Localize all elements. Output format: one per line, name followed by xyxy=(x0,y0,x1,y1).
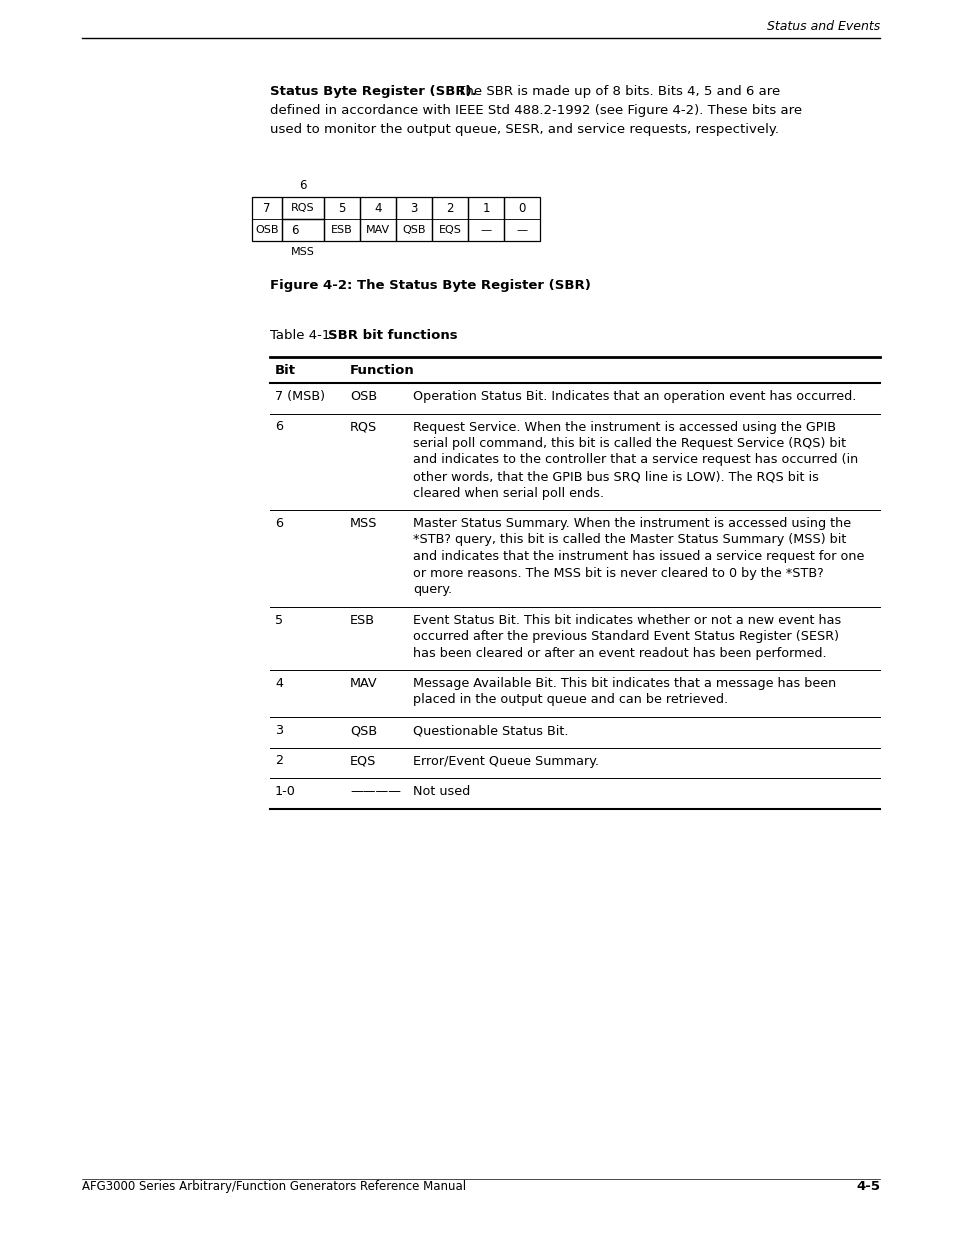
Text: Master Status Summary. When the instrument is accessed using the: Master Status Summary. When the instrume… xyxy=(413,517,850,530)
Text: Figure 4-2: The Status Byte Register (SBR): Figure 4-2: The Status Byte Register (SB… xyxy=(270,279,590,291)
Text: 2: 2 xyxy=(446,201,454,215)
Text: 0: 0 xyxy=(517,201,525,215)
Text: Bit: Bit xyxy=(274,363,295,377)
Text: EQS: EQS xyxy=(438,225,461,235)
Bar xyxy=(324,198,359,241)
Text: Message Available Bit. This bit indicates that a message has been: Message Available Bit. This bit indicate… xyxy=(413,677,836,690)
Text: 3: 3 xyxy=(274,724,283,737)
Text: Table 4-1:: Table 4-1: xyxy=(270,329,338,342)
Text: 7 (MSB): 7 (MSB) xyxy=(274,390,325,403)
Text: occurred after the previous Standard Event Status Register (SESR): occurred after the previous Standard Eve… xyxy=(413,630,838,643)
Text: Status and Events: Status and Events xyxy=(766,20,879,33)
Text: Not used: Not used xyxy=(413,785,470,798)
Text: Request Service. When the instrument is accessed using the GPIB: Request Service. When the instrument is … xyxy=(413,420,835,433)
Text: 4-5: 4-5 xyxy=(855,1179,879,1193)
Text: 4: 4 xyxy=(374,201,381,215)
Text: 5: 5 xyxy=(274,614,283,626)
Text: other words, that the GPIB bus SRQ line is LOW). The RQS bit is: other words, that the GPIB bus SRQ line … xyxy=(413,471,818,483)
Text: EQS: EQS xyxy=(350,755,376,767)
Text: RQS: RQS xyxy=(350,420,376,433)
Text: 2: 2 xyxy=(274,755,283,767)
Text: Event Status Bit. This bit indicates whether or not a new event has: Event Status Bit. This bit indicates whe… xyxy=(413,614,841,626)
Text: defined in accordance with IEEE Std 488.2-1992 (see Figure 4-2). These bits are: defined in accordance with IEEE Std 488.… xyxy=(270,104,801,117)
Text: 1-0: 1-0 xyxy=(274,785,295,798)
Text: ESB: ESB xyxy=(350,614,375,626)
Text: —: — xyxy=(516,225,527,235)
Text: placed in the output queue and can be retrieved.: placed in the output queue and can be re… xyxy=(413,694,727,706)
Text: serial poll command, this bit is called the Request Service (RQS) bit: serial poll command, this bit is called … xyxy=(413,437,845,450)
Text: Status Byte Register (SBR).: Status Byte Register (SBR). xyxy=(270,85,476,98)
Text: MAV: MAV xyxy=(366,225,390,235)
Text: SBR bit functions: SBR bit functions xyxy=(328,329,457,342)
Text: Error/Event Queue Summary.: Error/Event Queue Summary. xyxy=(413,755,598,767)
Bar xyxy=(282,219,324,241)
Text: 3: 3 xyxy=(410,201,417,215)
Text: cleared when serial poll ends.: cleared when serial poll ends. xyxy=(413,487,603,499)
Bar xyxy=(395,198,432,241)
Text: ————: ———— xyxy=(350,785,400,798)
Text: AFG3000 Series Arbitrary/Function Generators Reference Manual: AFG3000 Series Arbitrary/Function Genera… xyxy=(82,1179,466,1193)
Bar xyxy=(432,198,468,241)
Text: The SBR is made up of 8 bits. Bits 4, 5 and 6 are: The SBR is made up of 8 bits. Bits 4, 5 … xyxy=(453,85,780,98)
Bar xyxy=(282,198,324,219)
Text: 6: 6 xyxy=(291,224,298,236)
Text: ESB: ESB xyxy=(331,225,353,235)
Text: used to monitor the output queue, SESR, and service requests, respectively.: used to monitor the output queue, SESR, … xyxy=(270,124,779,136)
Text: OSB: OSB xyxy=(350,390,376,403)
Text: and indicates that the instrument has issued a service request for one: and indicates that the instrument has is… xyxy=(413,550,863,563)
Text: query.: query. xyxy=(413,583,452,597)
Text: MSS: MSS xyxy=(291,247,314,257)
Text: 5: 5 xyxy=(338,201,345,215)
Text: RQS: RQS xyxy=(291,203,314,212)
Text: QSB: QSB xyxy=(402,225,425,235)
Text: OSB: OSB xyxy=(255,225,278,235)
Text: 6: 6 xyxy=(274,517,283,530)
Text: Operation Status Bit. Indicates that an operation event has occurred.: Operation Status Bit. Indicates that an … xyxy=(413,390,856,403)
Bar xyxy=(359,198,395,241)
Bar xyxy=(468,198,503,241)
Text: 6: 6 xyxy=(274,420,283,433)
Text: QSB: QSB xyxy=(350,724,376,737)
Text: and indicates to the controller that a service request has occurred (in: and indicates to the controller that a s… xyxy=(413,453,858,467)
Text: or more reasons. The MSS bit is never cleared to 0 by the *STB?: or more reasons. The MSS bit is never cl… xyxy=(413,567,822,579)
Text: 4: 4 xyxy=(274,677,283,690)
Bar xyxy=(252,198,282,241)
Bar xyxy=(503,198,539,241)
Text: *STB? query, this bit is called the Master Status Summary (MSS) bit: *STB? query, this bit is called the Mast… xyxy=(413,534,845,547)
Text: MAV: MAV xyxy=(350,677,377,690)
Text: 6: 6 xyxy=(299,179,307,191)
Text: 7: 7 xyxy=(263,201,271,215)
Text: 1: 1 xyxy=(482,201,489,215)
Text: Function: Function xyxy=(350,363,415,377)
Text: MSS: MSS xyxy=(350,517,377,530)
Text: Questionable Status Bit.: Questionable Status Bit. xyxy=(413,724,568,737)
Text: has been cleared or after an event readout has been performed.: has been cleared or after an event reado… xyxy=(413,646,825,659)
Text: —: — xyxy=(480,225,491,235)
